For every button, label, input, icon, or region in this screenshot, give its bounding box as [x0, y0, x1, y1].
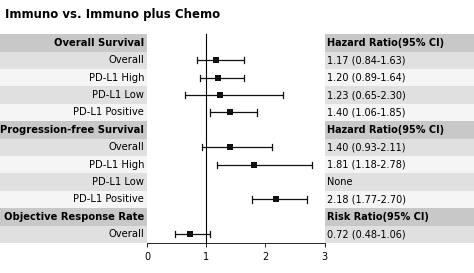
Text: Overall: Overall [109, 55, 144, 65]
Text: 1.40 (1.06-1.85): 1.40 (1.06-1.85) [328, 108, 406, 117]
Text: PD-L1 Positive: PD-L1 Positive [73, 194, 144, 204]
Text: Progression-free Survival: Progression-free Survival [0, 125, 144, 135]
Text: PD-L1 Low: PD-L1 Low [92, 177, 144, 187]
Text: Overall: Overall [109, 142, 144, 152]
Text: PD-L1 High: PD-L1 High [89, 160, 144, 170]
Text: Overall Survival: Overall Survival [54, 38, 144, 48]
Text: 1.40 (0.93-2.11): 1.40 (0.93-2.11) [328, 142, 406, 152]
Text: 1.20 (0.89-1.64): 1.20 (0.89-1.64) [328, 73, 406, 83]
Text: Immuno vs. Immuno plus Chemo: Immuno vs. Immuno plus Chemo [5, 8, 220, 21]
Text: 0.72 (0.48-1.06): 0.72 (0.48-1.06) [328, 229, 406, 239]
Text: 1.23 (0.65-2.30): 1.23 (0.65-2.30) [328, 90, 406, 100]
Text: 1.17 (0.84-1.63): 1.17 (0.84-1.63) [328, 55, 406, 65]
Text: Overall: Overall [109, 229, 144, 239]
Text: PD-L1 Low: PD-L1 Low [92, 90, 144, 100]
Text: Objective Response Rate: Objective Response Rate [4, 212, 144, 222]
Text: 1.81 (1.18-2.78): 1.81 (1.18-2.78) [328, 160, 406, 170]
Text: 2.18 (1.77-2.70): 2.18 (1.77-2.70) [328, 194, 406, 204]
Text: PD-L1 Positive: PD-L1 Positive [73, 108, 144, 117]
Text: Risk Ratio(95% CI): Risk Ratio(95% CI) [328, 212, 429, 222]
Text: Hazard Ratio(95% CI): Hazard Ratio(95% CI) [328, 125, 445, 135]
Text: Hazard Ratio(95% CI): Hazard Ratio(95% CI) [328, 38, 445, 48]
Text: None: None [328, 177, 353, 187]
Text: PD-L1 High: PD-L1 High [89, 73, 144, 83]
